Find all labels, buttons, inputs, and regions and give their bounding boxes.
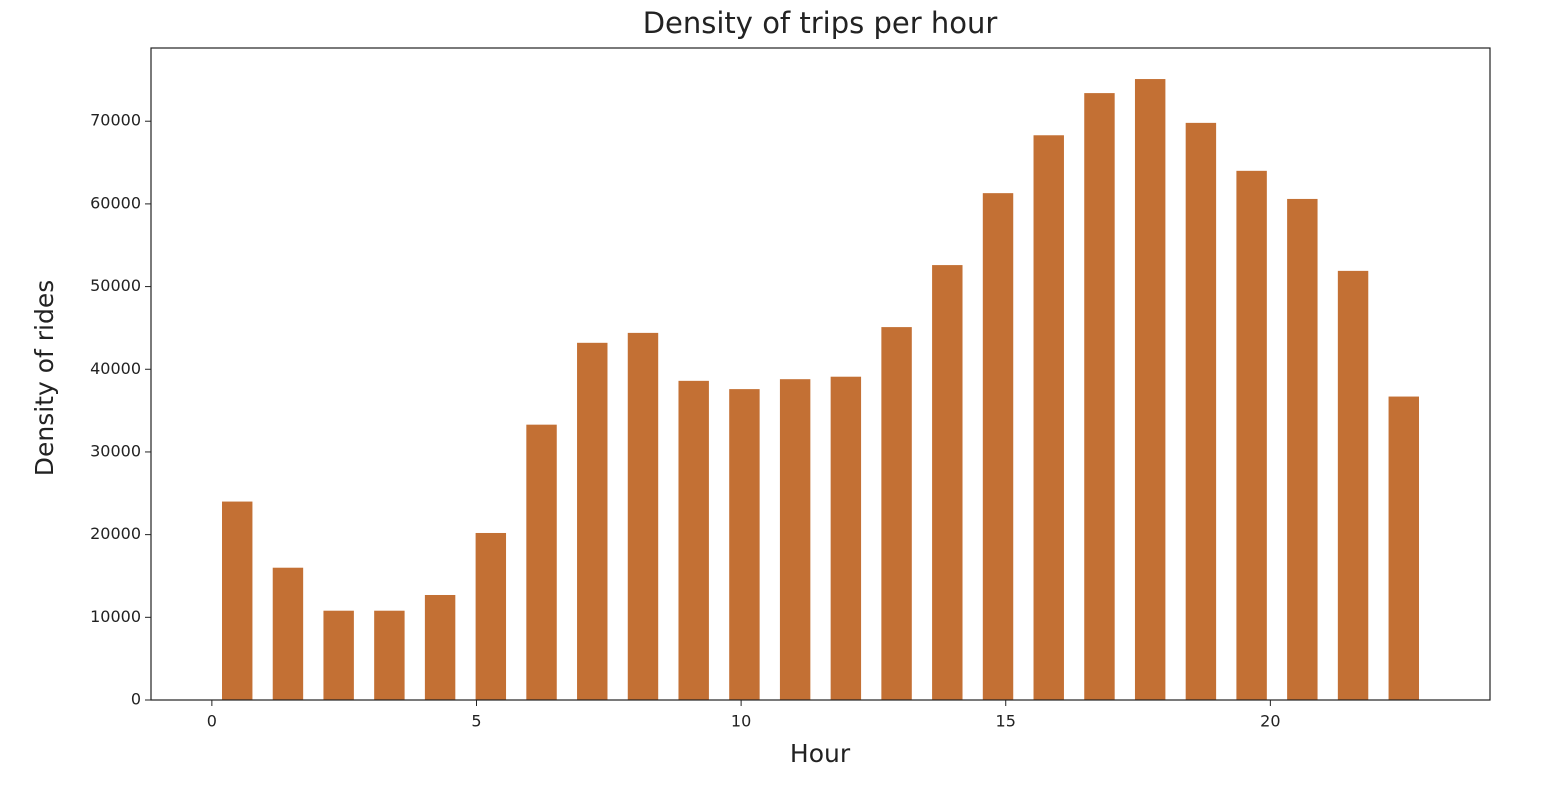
- y-tick-label: 40000: [90, 359, 141, 378]
- bar: [1134, 79, 1166, 701]
- y-tick-label: 50000: [90, 276, 141, 295]
- x-tick-label: 0: [207, 712, 217, 731]
- chart-title: Density of trips per hour: [643, 6, 998, 40]
- y-axis-label: Density of rides: [30, 280, 59, 477]
- bar: [779, 379, 811, 700]
- bar: [526, 424, 557, 700]
- bar: [729, 389, 760, 700]
- bar: [1388, 396, 1419, 700]
- bar: [323, 610, 354, 700]
- y-tick-label: 60000: [90, 193, 141, 212]
- x-tick-label: 15: [996, 712, 1016, 731]
- bar: [1033, 135, 1064, 700]
- bar: [374, 610, 405, 700]
- bar: [424, 594, 456, 700]
- bar: [881, 327, 912, 700]
- y-tick-label: 20000: [90, 524, 141, 543]
- y-tick-label: 70000: [90, 111, 141, 130]
- bar: [678, 380, 709, 700]
- bar: [1185, 122, 1217, 701]
- plot-frame: [150, 47, 1491, 701]
- bar: [830, 376, 862, 700]
- bar: [222, 501, 253, 700]
- bar: [1287, 198, 1318, 701]
- bar: [1337, 270, 1369, 700]
- bar: [475, 532, 507, 700]
- x-axis-label: Hour: [790, 739, 851, 768]
- bar: [1084, 93, 1115, 700]
- bar: [982, 193, 1014, 700]
- bar: [1236, 170, 1267, 701]
- bar: [577, 342, 608, 700]
- x-tick-label: 20: [1260, 712, 1280, 731]
- x-tick-label: 10: [731, 712, 751, 731]
- y-tick-label: 30000: [90, 441, 141, 460]
- y-tick-label: 10000: [90, 607, 141, 626]
- bar: [272, 567, 304, 700]
- bar: [932, 265, 963, 700]
- bar: [627, 332, 659, 700]
- y-tick-label: 0: [131, 690, 141, 709]
- x-tick-label: 5: [471, 712, 481, 731]
